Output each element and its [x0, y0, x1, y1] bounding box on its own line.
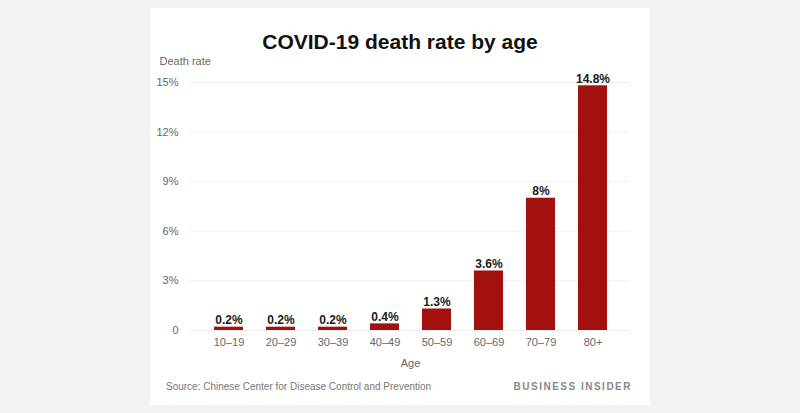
- svg-text:0: 0: [172, 324, 178, 336]
- svg-text:30–39: 30–39: [318, 336, 349, 348]
- svg-text:70–79: 70–79: [526, 336, 557, 348]
- svg-text:10–19: 10–19: [214, 336, 245, 348]
- svg-text:8%: 8%: [532, 184, 550, 198]
- svg-text:60–69: 60–69: [474, 336, 505, 348]
- html-text:COVID-19 death rate by age: COVID-19 death rate by age: [262, 30, 538, 53]
- svg-text:0.2%: 0.2%: [267, 313, 295, 327]
- svg-text:14.8%: 14.8%: [576, 72, 610, 86]
- svg-text:1.3%: 1.3%: [423, 295, 451, 309]
- svg-text:6%: 6%: [163, 225, 179, 237]
- svg-text:20–29: 20–29: [266, 336, 297, 348]
- svg-text:0.4%: 0.4%: [371, 310, 399, 324]
- svg-text:40–49: 40–49: [370, 336, 401, 348]
- svg-text:3.6%: 3.6%: [475, 257, 503, 271]
- svg-text:Death rate: Death rate: [160, 55, 211, 67]
- svg-text:9%: 9%: [163, 175, 179, 187]
- svg-text:15%: 15%: [156, 76, 178, 88]
- svg-text:Age: Age: [401, 357, 421, 369]
- svg-text:0.2%: 0.2%: [319, 313, 347, 327]
- svg-text:0.2%: 0.2%: [215, 313, 243, 327]
- svg-text:80+: 80+: [584, 336, 603, 348]
- svg-text:3%: 3%: [163, 274, 179, 286]
- svg-text:50–59: 50–59: [422, 336, 453, 348]
- html-text:Source: Chinese Center for Dis: Source: Chinese Center for Disease Contr…: [166, 381, 432, 392]
- html-text:BUSINESS INSIDER: BUSINESS INSIDER: [513, 381, 632, 392]
- svg-text:12%: 12%: [156, 126, 178, 138]
